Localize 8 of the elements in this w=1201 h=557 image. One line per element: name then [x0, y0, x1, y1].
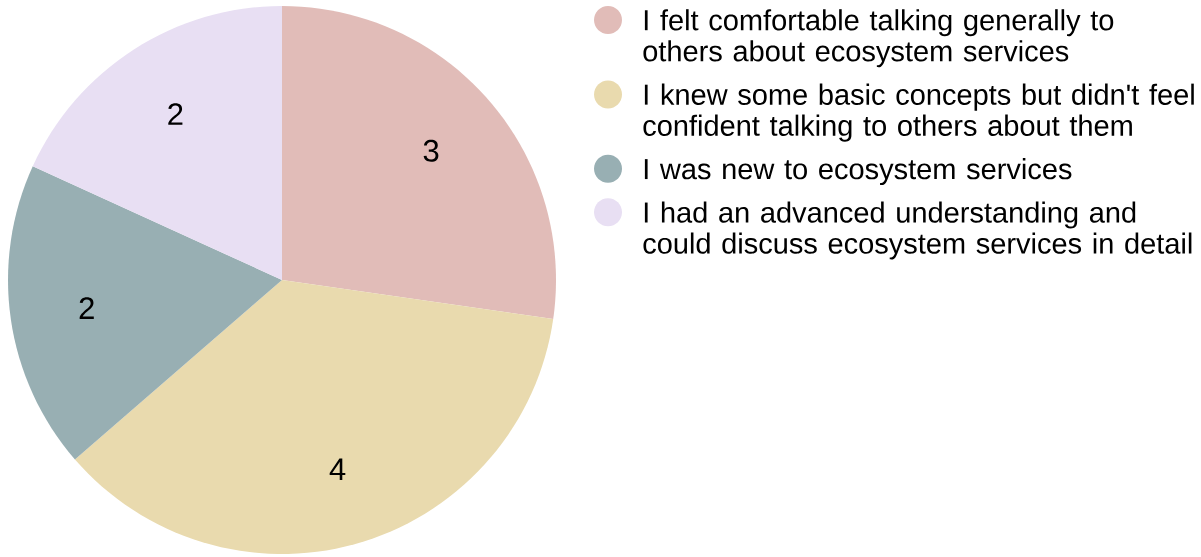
legend-label: I had an advanced understanding and could discuss ecosystem services in detail [643, 201, 1192, 260]
data-label: 4 [329, 458, 346, 480]
data-label: 2 [79, 297, 94, 319]
data-label: 3 [423, 139, 439, 162]
data-label: 2 [168, 103, 183, 125]
legend-label: I felt comfortable talking generally to others about ecosystem services [643, 9, 1114, 68]
legend-label: I was new to ecosystem services [644, 158, 1072, 186]
legend-label: I knew some basic concepts but didn't feel confident talking to others about them [643, 83, 1194, 142]
